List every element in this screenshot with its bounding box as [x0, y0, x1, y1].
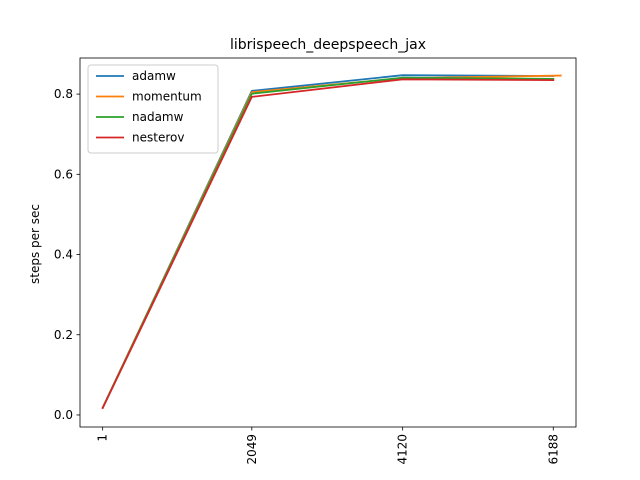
- legend-label-adamw: adamw: [132, 69, 176, 83]
- legend: adamw momentum nadamw nesterov: [87, 64, 219, 154]
- axes-layer: 0.0 0.2 0.4 0.6 0.8 1 2049 4120 6188: [54, 57, 577, 465]
- series-layer: [101, 74, 562, 410]
- series-line-nesterov: [101, 78, 555, 410]
- plot-frame: [79, 57, 577, 428]
- x-tick-label: 2049: [245, 434, 259, 465]
- x-tick-label: 1: [96, 434, 110, 442]
- legend-label-momentum: momentum: [132, 90, 202, 104]
- chart-title: librispeech_deepspeech_jax: [230, 37, 426, 53]
- legend-box: [87, 64, 219, 154]
- y-tick-label: 0.0: [54, 408, 73, 422]
- y-axis-label: steps per sec: [28, 204, 42, 284]
- legend-label-nadamw: nadamw: [132, 110, 184, 124]
- y-tick-label: 0.4: [54, 248, 73, 262]
- x-tick-label: 4120: [396, 434, 410, 465]
- y-tick-label: 0.2: [54, 328, 73, 342]
- y-tick-label: 0.8: [54, 87, 73, 101]
- y-tick-label: 0.6: [54, 167, 73, 181]
- legend-label-nesterov: nesterov: [132, 131, 184, 145]
- x-tick-label: 6188: [546, 434, 560, 465]
